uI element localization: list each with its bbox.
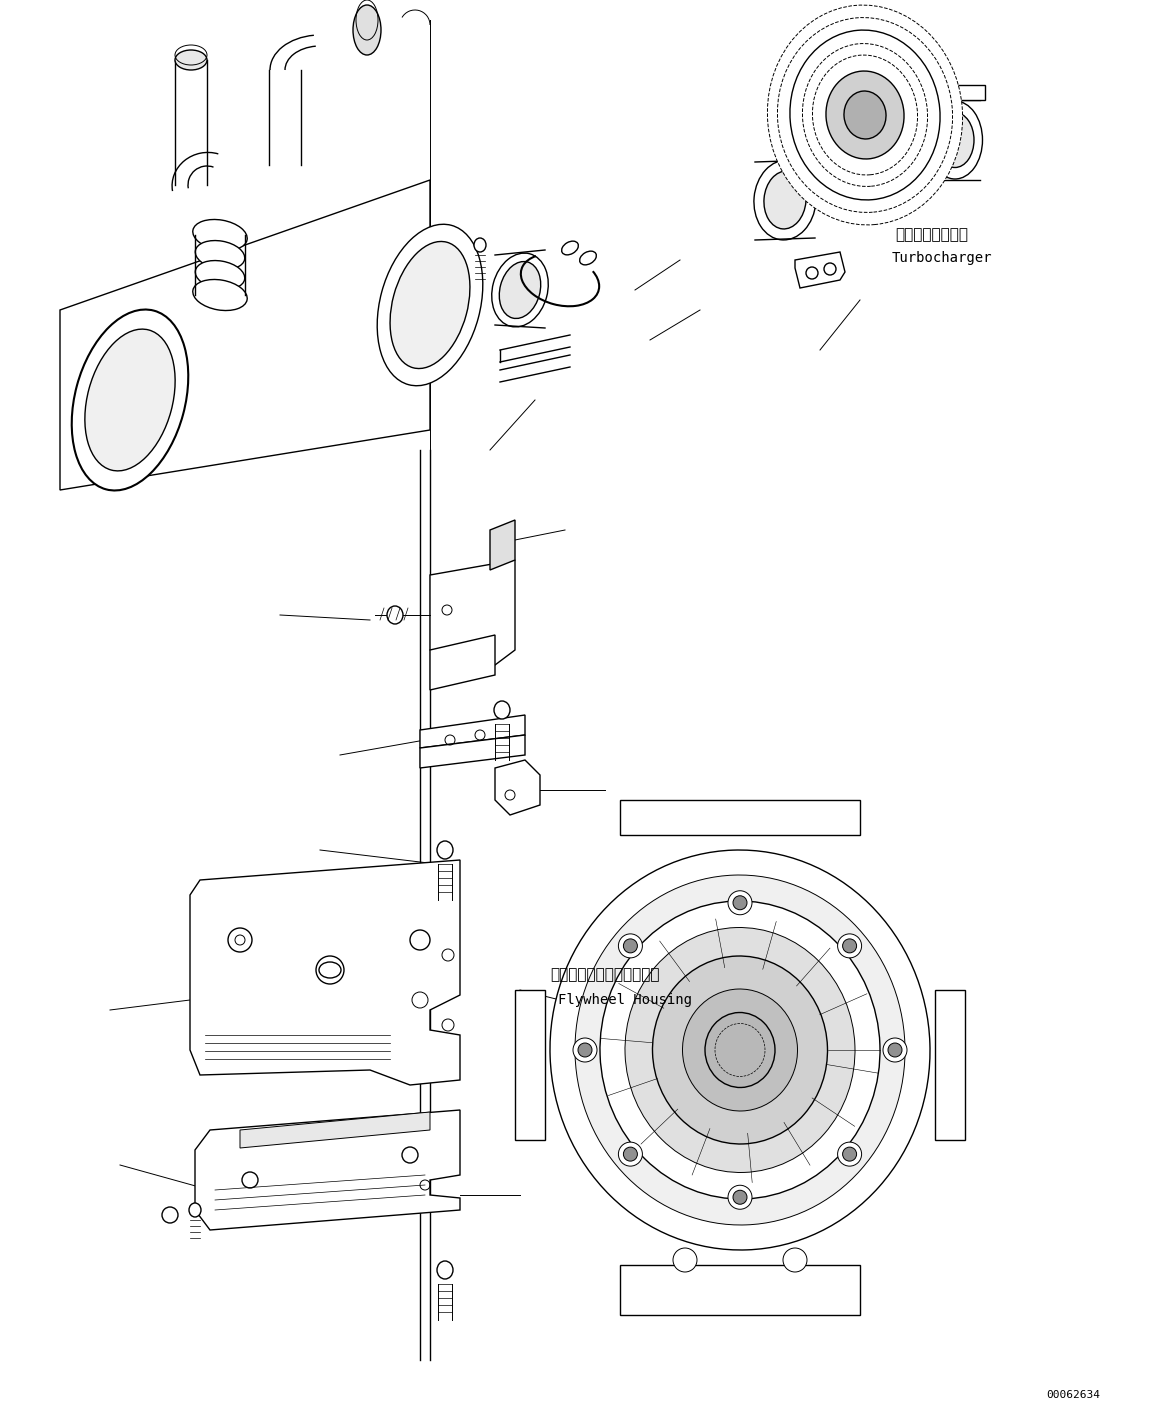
Circle shape [619,1142,642,1166]
Ellipse shape [768,6,963,224]
Ellipse shape [195,260,244,290]
Ellipse shape [437,841,454,859]
Polygon shape [620,799,859,835]
Ellipse shape [390,241,470,369]
Ellipse shape [562,241,578,254]
Ellipse shape [72,310,188,490]
Polygon shape [60,180,430,490]
Ellipse shape [550,851,930,1250]
Circle shape [883,1038,907,1062]
Ellipse shape [764,170,806,229]
Ellipse shape [174,50,207,70]
Text: Turbocharger: Turbocharger [892,251,992,266]
Text: 00062634: 00062634 [1046,1390,1100,1400]
Polygon shape [430,635,495,690]
Circle shape [843,1147,857,1162]
Polygon shape [925,85,985,99]
Circle shape [623,1147,637,1162]
Circle shape [728,890,752,914]
Ellipse shape [575,875,905,1225]
Polygon shape [935,990,965,1140]
Ellipse shape [437,1261,454,1279]
Polygon shape [495,760,540,815]
Polygon shape [190,861,461,1085]
Circle shape [619,934,642,958]
Circle shape [837,1142,862,1166]
Circle shape [578,1044,592,1056]
Ellipse shape [475,239,486,251]
Circle shape [673,1248,697,1272]
Ellipse shape [492,253,548,327]
Ellipse shape [754,160,816,240]
Ellipse shape [193,220,248,250]
Ellipse shape [625,927,855,1173]
Ellipse shape [813,55,918,175]
Circle shape [162,1207,178,1223]
Ellipse shape [377,224,483,386]
Ellipse shape [936,112,973,168]
Text: ターボチャージャ: ターボチャージャ [896,227,968,243]
Polygon shape [420,716,525,748]
Circle shape [783,1248,807,1272]
Ellipse shape [579,251,597,266]
Ellipse shape [494,701,511,719]
Circle shape [825,263,836,275]
Ellipse shape [600,902,880,1198]
Circle shape [733,896,747,910]
Ellipse shape [652,956,828,1145]
Text: フライホイールハウジング: フライホイールハウジング [550,967,659,983]
Ellipse shape [705,1012,775,1088]
Ellipse shape [802,44,928,186]
Ellipse shape [499,261,541,318]
Circle shape [806,267,818,278]
Ellipse shape [683,988,798,1110]
Circle shape [573,1038,597,1062]
Polygon shape [620,1265,859,1315]
Circle shape [843,939,857,953]
Polygon shape [195,1110,461,1230]
Polygon shape [490,520,515,569]
Polygon shape [420,736,525,768]
Circle shape [733,1190,747,1204]
Ellipse shape [193,280,248,311]
Ellipse shape [190,1203,201,1217]
Ellipse shape [85,329,176,471]
Ellipse shape [928,101,983,179]
Ellipse shape [387,606,404,623]
Ellipse shape [354,6,381,55]
Polygon shape [795,251,846,288]
Circle shape [623,939,637,953]
Ellipse shape [826,71,904,159]
Polygon shape [430,559,515,665]
Circle shape [889,1044,902,1056]
Ellipse shape [790,30,940,200]
Ellipse shape [195,240,244,270]
Polygon shape [515,990,545,1140]
Ellipse shape [777,17,952,213]
Polygon shape [240,1112,430,1147]
Circle shape [837,934,862,958]
Circle shape [728,1186,752,1210]
Text: Flywheel Housing: Flywheel Housing [558,993,692,1007]
Ellipse shape [844,91,886,139]
